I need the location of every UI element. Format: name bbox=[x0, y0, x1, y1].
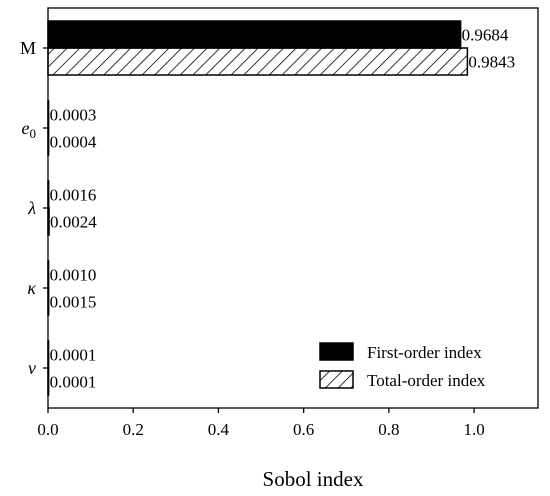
legend-swatch-first-order bbox=[319, 342, 354, 361]
legend: First-order index Total-order index bbox=[319, 342, 486, 390]
x-tick-label-4: 0.8 bbox=[378, 420, 399, 439]
legend-swatch-total-order bbox=[319, 370, 354, 389]
bars-layer bbox=[47, 20, 469, 396]
y-axis: Me0 λ κ ν bbox=[20, 38, 48, 378]
y-tick-label-3: κ bbox=[27, 278, 36, 298]
x-tick-label-0: 0.0 bbox=[37, 420, 58, 439]
first-order-value-label-2: 0.0016 bbox=[50, 186, 97, 205]
x-tick-label-1: 0.2 bbox=[123, 420, 144, 439]
y-tick-label-0: M bbox=[20, 38, 36, 58]
total-order-value-label-4: 0.0001 bbox=[50, 373, 97, 392]
x-axis: 0.0 0.2 0.4 0.6 0.8 1.0 bbox=[37, 408, 485, 439]
total-order-bar-0 bbox=[47, 47, 469, 76]
legend-label-first-order: First-order index bbox=[367, 343, 482, 362]
y-tick-label-4: ν bbox=[28, 358, 36, 378]
y-tick-label-2: λ bbox=[27, 198, 36, 218]
y-tick-label-1: e0 bbox=[22, 118, 37, 141]
total-order-value-label-0: 0.9843 bbox=[468, 53, 515, 72]
legend-label-total-order: Total-order index bbox=[367, 371, 486, 390]
x-axis-title: Sobol index bbox=[263, 467, 364, 491]
first-order-value-label-1: 0.0003 bbox=[50, 106, 97, 125]
x-tick-label-2: 0.4 bbox=[208, 420, 230, 439]
first-order-value-label-3: 0.0010 bbox=[50, 266, 97, 285]
x-tick-label-3: 0.6 bbox=[293, 420, 314, 439]
plot-frame bbox=[47, 7, 539, 409]
data-labels-layer: 0.9684 0.9843 0.0003 0.0004 0.0016 0.0024 0.00… bbox=[50, 26, 516, 392]
first-order-value-label-4: 0.0001 bbox=[50, 346, 97, 365]
total-order-value-label-1: 0.0004 bbox=[50, 133, 97, 152]
total-order-value-label-2: 0.0024 bbox=[50, 213, 97, 232]
x-tick-label-5: 1.0 bbox=[463, 420, 484, 439]
total-order-value-label-3: 0.0015 bbox=[50, 293, 97, 312]
first-order-bar-0 bbox=[47, 20, 462, 49]
first-order-value-label-0: 0.9684 bbox=[462, 26, 509, 45]
